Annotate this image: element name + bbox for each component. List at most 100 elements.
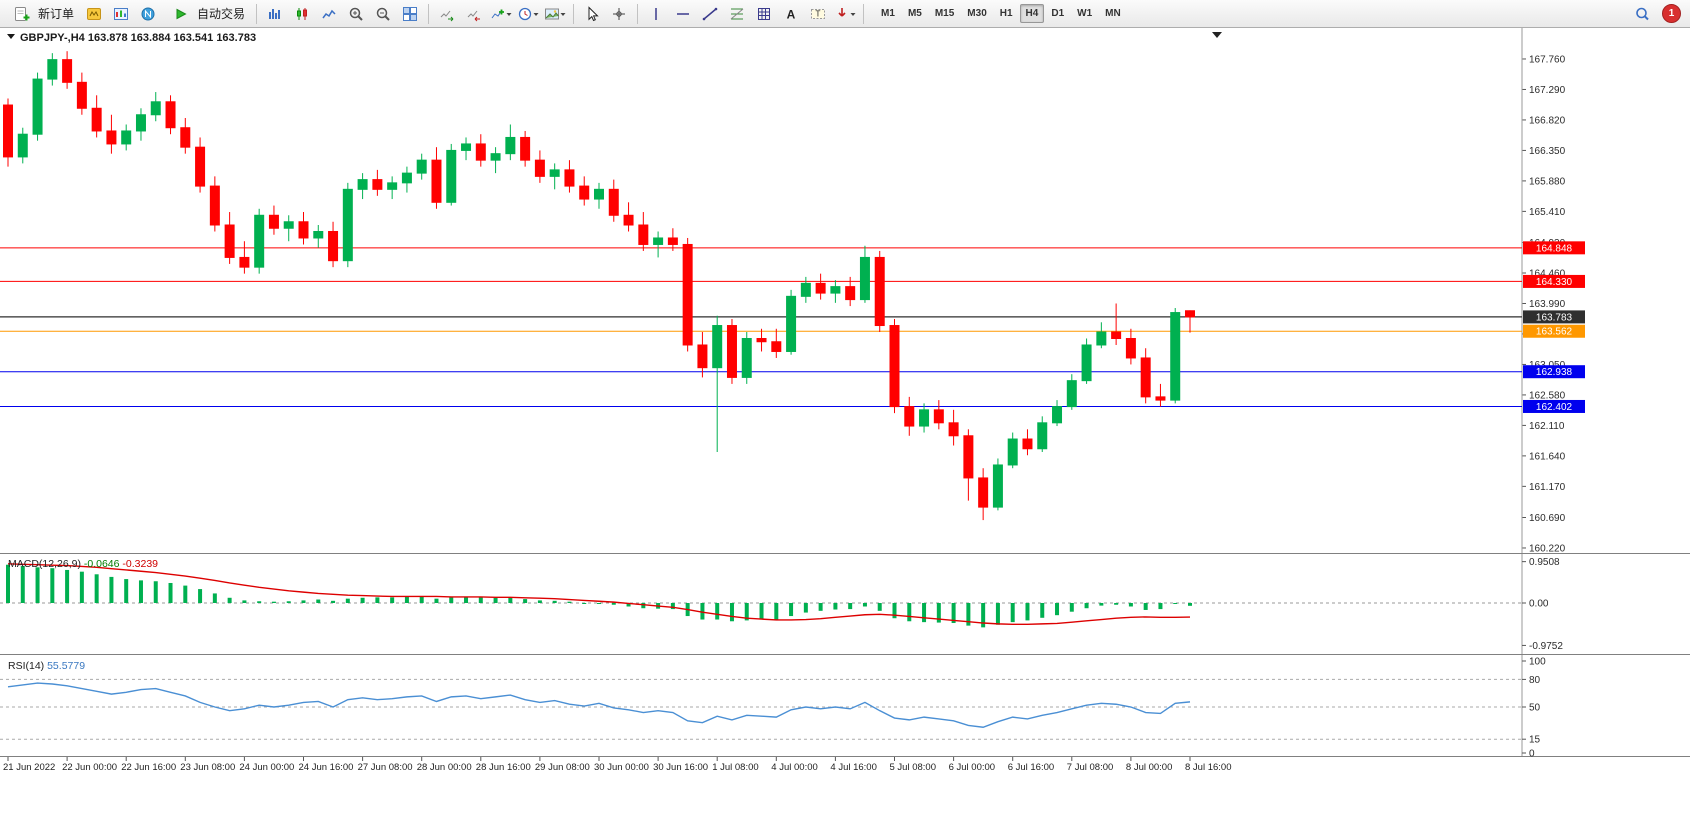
candle bbox=[564, 169, 575, 187]
price-tick-label: 161.170 bbox=[1529, 482, 1566, 493]
candle bbox=[224, 224, 235, 258]
candle bbox=[638, 224, 649, 245]
price-badge-label: 163.783 bbox=[1536, 312, 1573, 323]
notification-badge[interactable]: 1 bbox=[1662, 4, 1681, 23]
macd-histogram-bar bbox=[1099, 603, 1104, 606]
trendline-icon[interactable] bbox=[697, 2, 723, 26]
time-label: 27 Jun 08:00 bbox=[358, 762, 413, 773]
candle bbox=[1022, 438, 1033, 450]
macd-histogram-bar bbox=[79, 571, 84, 603]
toolbar-separator bbox=[428, 3, 430, 24]
candle bbox=[268, 214, 279, 229]
timeframe-button-w1[interactable]: W1 bbox=[1071, 4, 1098, 23]
time-label: 24 Jun 16:00 bbox=[299, 762, 354, 773]
horizontal-line-icon[interactable] bbox=[670, 2, 696, 26]
templates-icon[interactable] bbox=[542, 2, 568, 26]
search-icon[interactable] bbox=[1629, 2, 1655, 26]
candle bbox=[845, 286, 856, 301]
macd-signal-line bbox=[7, 563, 1191, 626]
timeframe-button-h1[interactable]: H1 bbox=[994, 4, 1019, 23]
candle bbox=[874, 256, 885, 327]
candle bbox=[446, 149, 457, 203]
cursor-icon[interactable] bbox=[579, 2, 605, 26]
metaeditor-icon[interactable] bbox=[81, 2, 107, 26]
macd-histogram-bar bbox=[508, 597, 513, 603]
macd-histogram-bar bbox=[360, 597, 365, 603]
macd-histogram-bar bbox=[375, 597, 380, 603]
macd-histogram-bar bbox=[434, 598, 439, 603]
macd-histogram-bar bbox=[286, 601, 291, 603]
timeframe-button-mn[interactable]: MN bbox=[1099, 4, 1127, 23]
vertical-line-icon[interactable] bbox=[643, 2, 669, 26]
price-badge-label: 164.330 bbox=[1536, 277, 1573, 288]
price-badges: 164.848 164.330 163.783 163.562 162.938 162.4… bbox=[1523, 241, 1585, 413]
timeframe-button-m5[interactable]: M5 bbox=[902, 4, 928, 23]
candle bbox=[594, 188, 604, 200]
macd-histogram-bar bbox=[715, 603, 720, 620]
candle bbox=[17, 133, 28, 158]
rsi-axis-label: 0 bbox=[1529, 749, 1535, 760]
line-chart-icon[interactable] bbox=[316, 2, 342, 26]
candle bbox=[461, 143, 472, 151]
chart-canvas[interactable]: 167.760 167.290 166.820 166.350 165.880 165.4… bbox=[0, 28, 1690, 778]
market-watch-icon[interactable] bbox=[108, 2, 134, 26]
timeframe-button-d1[interactable]: D1 bbox=[1045, 4, 1070, 23]
time-label: 22 Jun 00:00 bbox=[62, 762, 117, 773]
chart-background bbox=[0, 28, 1690, 778]
arrows-icon[interactable] bbox=[832, 2, 858, 26]
fibonacci-icon[interactable] bbox=[724, 2, 750, 26]
candle bbox=[209, 185, 220, 226]
candle bbox=[1096, 331, 1107, 346]
svg-text:T: T bbox=[816, 9, 821, 18]
bar-chart-icon[interactable] bbox=[262, 2, 288, 26]
macd-histogram-bar bbox=[109, 576, 114, 603]
macd-histogram-bar bbox=[1010, 603, 1015, 623]
chart-shift-icon[interactable] bbox=[461, 2, 487, 26]
timeframe-button-m30[interactable]: M30 bbox=[961, 4, 992, 23]
timeframe-button-m15[interactable]: M15 bbox=[929, 4, 960, 23]
toolbar-separator bbox=[863, 3, 865, 24]
tile-windows-icon[interactable] bbox=[397, 2, 423, 26]
candle bbox=[342, 188, 353, 262]
zoom-out-icon[interactable] bbox=[370, 2, 396, 26]
new-order-label: 新订单 bbox=[38, 7, 75, 21]
macd-histogram-bar bbox=[907, 603, 912, 622]
macd-histogram-bar bbox=[1055, 603, 1060, 616]
crosshair-icon[interactable] bbox=[606, 2, 632, 26]
candle bbox=[933, 409, 944, 424]
candle bbox=[992, 464, 1003, 508]
candle bbox=[1140, 357, 1151, 398]
time-axis[interactable]: 21 Jun 2022 22 Jun 00:00 22 Jun 16:00 23 Ju… bbox=[3, 757, 1231, 773]
macd-histogram-bar bbox=[124, 579, 129, 603]
candle bbox=[165, 101, 176, 129]
macd-histogram-bar bbox=[345, 598, 350, 603]
shapes-icon[interactable] bbox=[751, 2, 777, 26]
candlestick-chart-icon[interactable] bbox=[289, 2, 315, 26]
timeframe-button-h4[interactable]: H4 bbox=[1019, 4, 1045, 23]
time-label: 21 Jun 2022 bbox=[3, 762, 55, 773]
auto-trading-button[interactable]: 自动交易 bbox=[162, 1, 251, 27]
macd-histogram-bar bbox=[744, 603, 749, 621]
candle bbox=[357, 179, 368, 190]
price-badge bbox=[1523, 365, 1585, 379]
auto-scroll-icon[interactable] bbox=[434, 2, 460, 26]
candle bbox=[800, 282, 811, 297]
macd-axis-label: -0.9752 bbox=[1529, 641, 1563, 652]
time-label: 7 Jul 08:00 bbox=[1067, 762, 1113, 773]
text-icon[interactable]: A bbox=[778, 2, 804, 26]
candle bbox=[313, 230, 324, 239]
navigator-icon[interactable] bbox=[135, 2, 161, 26]
price-badge-label: 163.562 bbox=[1536, 327, 1573, 338]
svg-text:A: A bbox=[787, 7, 796, 21]
macd-histogram-bar bbox=[966, 603, 971, 626]
timeframe-button-m1[interactable]: M1 bbox=[875, 4, 901, 23]
text-label-icon[interactable]: T bbox=[805, 2, 831, 26]
zoom-in-icon[interactable] bbox=[343, 2, 369, 26]
macd-histogram-bar bbox=[729, 603, 734, 622]
add-indicator-icon[interactable] bbox=[488, 2, 514, 26]
macd-histogram-bar bbox=[537, 600, 542, 603]
timeframe-toolbar: M1 M5 M15 M30 H1 H4 D1 W1 MN bbox=[875, 4, 1127, 23]
rsi-axis-label: 100 bbox=[1529, 657, 1546, 668]
new-order-button[interactable]: 新订单 bbox=[3, 1, 80, 27]
periods-icon[interactable] bbox=[515, 2, 541, 26]
